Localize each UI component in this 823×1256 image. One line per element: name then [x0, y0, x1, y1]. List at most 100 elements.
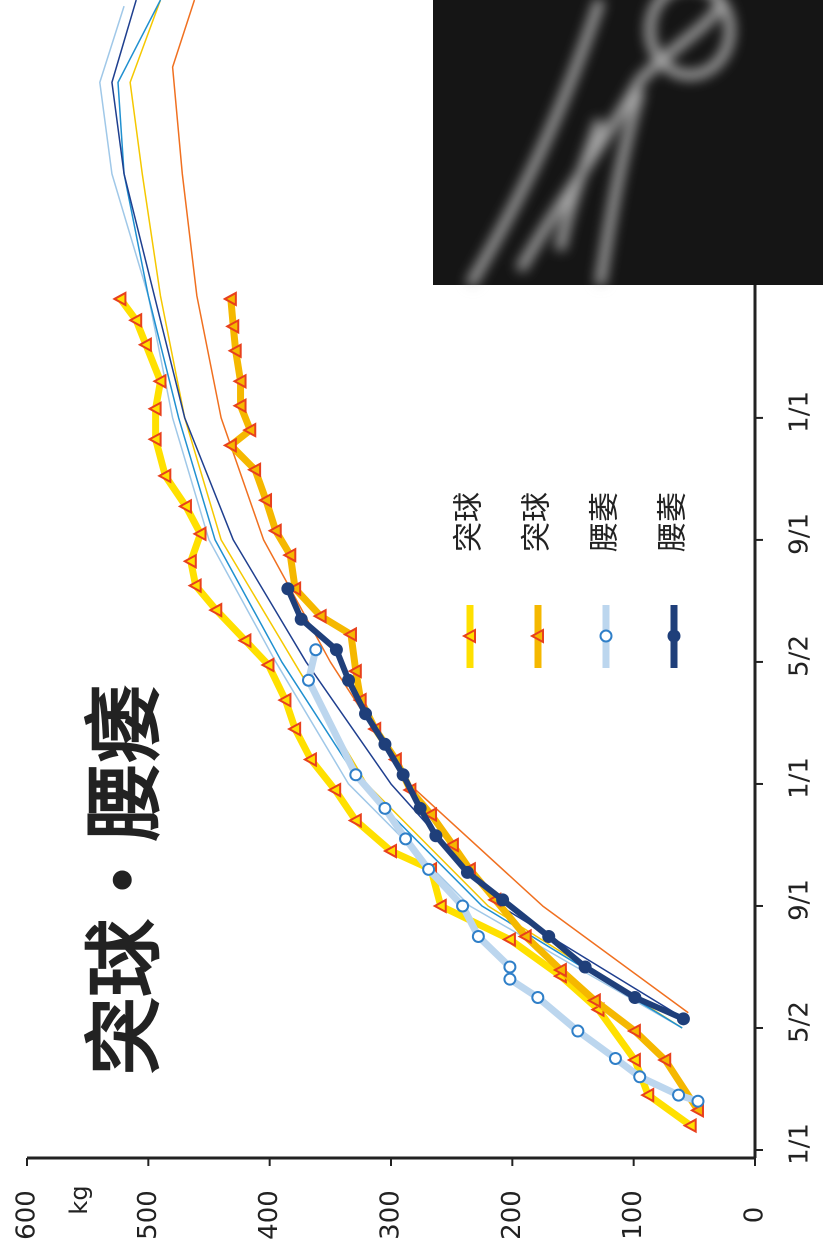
data-point — [444, 837, 459, 853]
data-point — [282, 547, 297, 563]
series — [301, 643, 705, 1108]
data-point — [257, 492, 273, 508]
data-point — [432, 898, 447, 914]
data-point — [396, 768, 410, 782]
data-point — [187, 577, 202, 594]
data-point — [503, 960, 517, 974]
x-tick-label: 1/1 — [785, 757, 815, 799]
data-point — [496, 893, 510, 907]
data-point — [192, 526, 207, 542]
data-point — [422, 806, 438, 823]
y-tick-label: 100 — [618, 1190, 648, 1240]
y-tick-label: 400 — [254, 1190, 284, 1240]
data-point — [608, 1051, 622, 1065]
plot-area: 0 100 200 300 400 500 600 1/1 5/2 9/1 1/1 5/2 9/1 1/1 — [12, 0, 815, 1240]
data-point — [422, 862, 436, 876]
data-point — [301, 673, 315, 687]
axis-unit: kg — [65, 1185, 93, 1214]
data-point — [640, 1087, 655, 1103]
data-point — [626, 1023, 641, 1039]
data-point — [413, 801, 427, 815]
series — [117, 0, 683, 1029]
data-point — [586, 992, 601, 1009]
data-point — [294, 612, 308, 626]
chart-title: 突球・腰痿 — [80, 685, 170, 1075]
data-point — [399, 832, 413, 846]
data-point — [281, 582, 295, 596]
photo-inset — [433, 0, 823, 288]
data-point — [456, 899, 470, 913]
x-tick-label: 9/1 — [785, 513, 815, 555]
data-point — [260, 657, 275, 673]
legend-label: 突球 — [452, 492, 487, 552]
data-point — [682, 1117, 697, 1134]
data-point — [471, 929, 485, 943]
data-point — [429, 829, 443, 843]
data-point — [312, 608, 327, 624]
data-point — [461, 628, 476, 644]
data-point — [552, 962, 567, 978]
data-point — [232, 373, 247, 389]
y-tick-label: 0 — [740, 1207, 770, 1224]
x-tick-label: 1/1 — [785, 1123, 815, 1165]
data-point — [237, 632, 252, 649]
series — [112, 291, 697, 1134]
data-point — [378, 737, 392, 751]
legend: 突球 突球 腰萎 腰萎 — [452, 492, 691, 668]
series — [129, 0, 683, 1029]
data-point — [277, 692, 292, 708]
x-tick-label: 5/2 — [785, 635, 815, 677]
data-point — [676, 1012, 690, 1026]
data-point — [137, 337, 152, 353]
data-point — [208, 602, 223, 618]
data-point — [302, 751, 317, 768]
data-point — [327, 782, 342, 798]
x-tick-label: 1/1 — [785, 391, 815, 433]
legend-label: 突球 — [520, 492, 555, 552]
data-point — [531, 990, 545, 1004]
x-tick-label: 5/2 — [785, 1001, 815, 1043]
data-point — [378, 801, 392, 815]
data-point — [342, 626, 357, 643]
series — [281, 582, 690, 1026]
data-point — [529, 628, 544, 644]
data-point — [287, 581, 302, 597]
data-point — [112, 291, 127, 307]
data-point — [147, 401, 162, 417]
data-point — [157, 468, 172, 484]
data-point — [128, 312, 143, 328]
data-point — [382, 843, 397, 859]
legend-label: 腰萎 — [588, 492, 623, 552]
data-point — [222, 437, 237, 454]
data-point — [460, 865, 474, 879]
data-point — [225, 318, 240, 335]
data-point — [347, 663, 362, 679]
data-point — [349, 768, 363, 782]
data-point — [503, 972, 517, 986]
data-point — [177, 498, 192, 515]
data-point — [232, 398, 247, 414]
reference-line — [117, 0, 683, 1029]
data-point — [672, 1088, 686, 1102]
data-point — [667, 629, 681, 643]
series — [171, 0, 689, 1014]
data-point — [691, 1094, 705, 1108]
data-point — [633, 1070, 647, 1084]
data-point — [599, 629, 613, 643]
data-point — [628, 990, 642, 1004]
data-point — [342, 673, 356, 687]
data-point — [329, 643, 343, 657]
data-point — [267, 523, 282, 539]
reference-line — [171, 0, 689, 1014]
y-tick-label: 200 — [497, 1190, 527, 1240]
data-point — [152, 373, 167, 389]
data-point — [359, 707, 373, 721]
reference-line — [129, 0, 683, 1029]
data-point — [222, 291, 237, 307]
data-point — [626, 1052, 641, 1068]
legend-label: 腰萎 — [656, 492, 691, 552]
data-point — [287, 721, 302, 737]
series-line — [117, 296, 693, 1129]
